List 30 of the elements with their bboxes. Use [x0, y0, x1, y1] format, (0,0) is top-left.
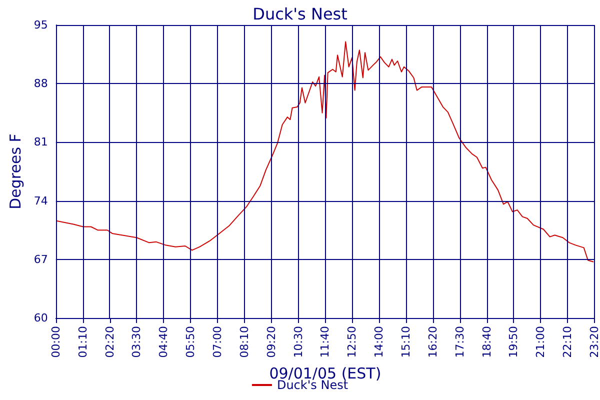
- chart-title: Duck's Nest: [252, 4, 348, 24]
- x-tick-label: 18:40: [480, 326, 494, 358]
- x-tick-label: 07:00: [210, 326, 224, 358]
- y-tick-label: 60: [34, 312, 48, 324]
- y-tick-label: 81: [34, 136, 48, 149]
- x-tick-label: 14:00: [372, 326, 386, 358]
- x-tick-label: 19:50: [507, 326, 520, 358]
- y-tick-label: 95: [34, 18, 48, 32]
- y-tick-label: 67: [34, 252, 48, 266]
- x-tick-label: 16:20: [426, 326, 440, 358]
- x-tick-label: 09:20: [264, 326, 278, 358]
- x-tick-label: 12:50: [346, 326, 359, 358]
- x-tick-label: 00:00: [49, 326, 62, 358]
- x-tick-label: 23:20: [588, 326, 600, 358]
- x-tick-label: 08:10: [238, 326, 251, 358]
- x-tick-label: 04:40: [157, 326, 170, 358]
- x-tick-label: 03:30: [130, 326, 144, 358]
- line-series: [56, 41, 594, 262]
- x-tick-label: 10:30: [292, 326, 305, 358]
- x-tick-label: 01:10: [76, 326, 90, 358]
- x-tick-label: 15:10: [399, 326, 412, 358]
- x-tick-label: 11:40: [318, 326, 332, 358]
- x-tick-label: 05:50: [184, 326, 198, 358]
- x-tick-label: 22:10: [561, 326, 574, 358]
- x-tick-label: 02:20: [103, 326, 116, 358]
- x-tick-label: 17:30: [453, 326, 466, 358]
- y-tick-label: 74: [34, 194, 48, 208]
- y-axis-title: Degrees F: [6, 134, 24, 210]
- x-tick-label: 21:00: [534, 326, 548, 358]
- y-tick-label: 88: [34, 77, 48, 90]
